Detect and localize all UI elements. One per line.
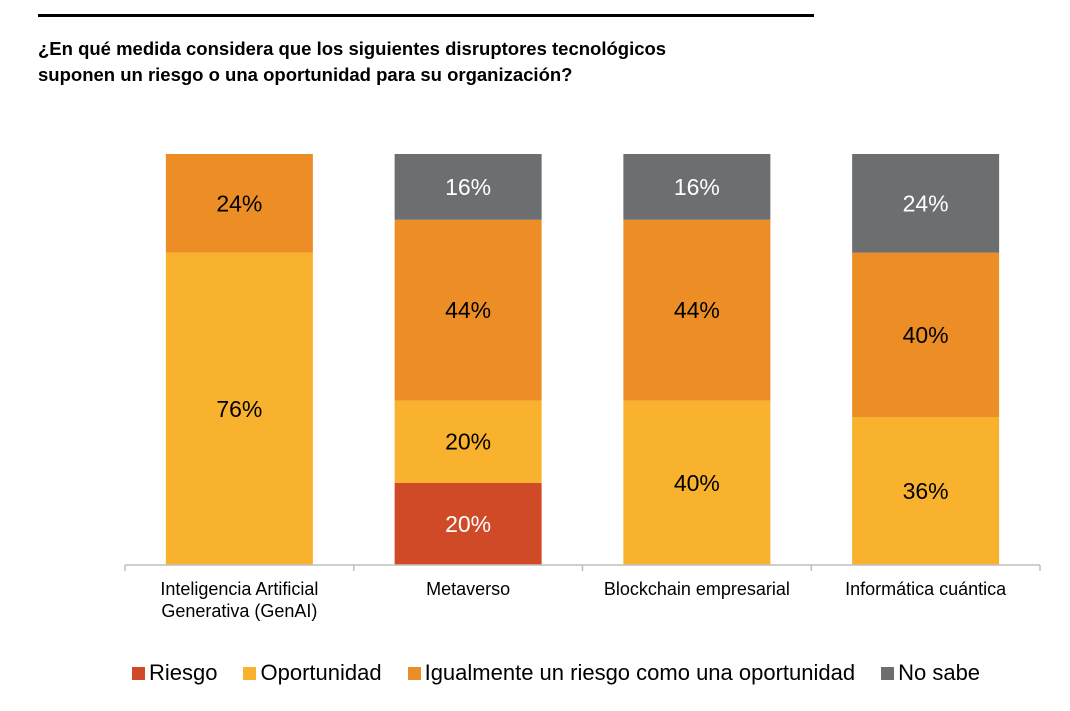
chart-title-line-1: ¿En qué medida considera que los siguien… (38, 38, 667, 59)
bar-label-1-0: 20% (445, 511, 491, 537)
legend-swatch-riesgo (132, 666, 145, 680)
bar-label-3-2: 40% (903, 322, 949, 348)
bar-segment-0-1 (165, 252, 313, 565)
bar-segment-1-3 (394, 154, 542, 220)
bar-segment-0-2 (165, 154, 313, 253)
bar-segment-1-1 (394, 400, 542, 483)
legend: Riesgo Oportunidad Igualmente un riesgo … (132, 658, 980, 688)
bar-segment-2-2 (623, 219, 771, 401)
bar-label-3-3: 24% (903, 190, 949, 216)
bar-label-2-2: 44% (674, 297, 720, 323)
category-label-0-0: Inteligencia Artificial (160, 579, 318, 599)
chart-title-line-2: suponen un riesgo o una oportunidad para… (38, 64, 573, 85)
bar-segment-2-1 (623, 400, 771, 565)
bar-segment-1-2 (394, 219, 542, 401)
bar-label-1-2: 44% (445, 297, 491, 323)
legend-label-riesgo: Riesgo (149, 660, 218, 685)
legend-label-igualmente: Igualmente un riesgo como una oportunida… (424, 660, 856, 685)
legend-swatch-no-sabe (881, 666, 895, 680)
bar-label-1-1: 20% (445, 429, 491, 455)
stacked-bar-chart: 76% 24% Inteligencia ArtificialGenerativa … (124, 154, 1041, 621)
legend-item-no-sabe: No sabe (881, 660, 980, 686)
legend-swatch-oportunidad (243, 666, 257, 680)
legend-swatch-igualmente (407, 666, 421, 680)
bar-segment-3-1 (852, 417, 1000, 565)
category-label-2-0: Blockchain empresarial (604, 579, 790, 599)
bar-label-2-1: 40% (674, 470, 720, 496)
bar-segment-3-2 (852, 252, 1000, 418)
category-label-1-0: Metaverso (426, 579, 510, 599)
legend-item-igualmente: Igualmente un riesgo como una oportunida… (407, 660, 856, 686)
legend-item-oportunidad: Oportunidad (243, 660, 382, 686)
bar-segment-3-3 (852, 154, 1000, 253)
top-rule (38, 14, 814, 17)
category-label-3-0: Informática cuántica (845, 579, 1007, 599)
chart-title: ¿En qué medida considera que los siguien… (38, 36, 858, 88)
bar-label-2-3: 16% (674, 174, 720, 200)
bar-segment-1-0 (394, 482, 542, 565)
bar-label-1-3: 16% (445, 174, 491, 200)
category-label-0-1: Generativa (GenAI) (161, 601, 317, 621)
legend-label-no-sabe: No sabe (898, 660, 981, 685)
bar-label-3-1: 36% (903, 478, 949, 504)
legend-item-riesgo: Riesgo (132, 660, 217, 686)
bar-label-0-1: 76% (216, 396, 262, 422)
bar-label-0-2: 24% (216, 190, 262, 216)
bar-segment-2-3 (623, 154, 771, 220)
legend-label-oportunidad: Oportunidad (260, 660, 382, 685)
